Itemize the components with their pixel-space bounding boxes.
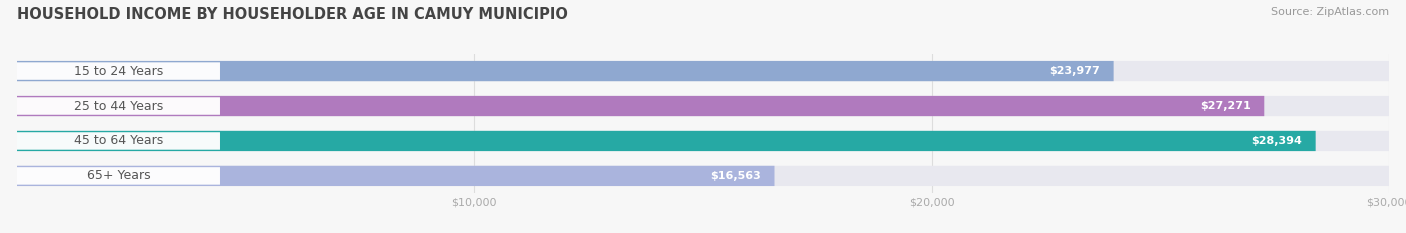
Text: Source: ZipAtlas.com: Source: ZipAtlas.com (1271, 7, 1389, 17)
FancyBboxPatch shape (17, 166, 1389, 186)
FancyBboxPatch shape (17, 61, 1114, 81)
FancyBboxPatch shape (17, 131, 1316, 151)
Text: 15 to 24 Years: 15 to 24 Years (73, 65, 163, 78)
Text: $28,394: $28,394 (1251, 136, 1302, 146)
Text: $27,271: $27,271 (1199, 101, 1250, 111)
FancyBboxPatch shape (17, 96, 1264, 116)
Text: 25 to 44 Years: 25 to 44 Years (73, 99, 163, 113)
Text: 65+ Years: 65+ Years (87, 169, 150, 182)
FancyBboxPatch shape (17, 132, 219, 150)
FancyBboxPatch shape (17, 96, 1389, 116)
FancyBboxPatch shape (17, 62, 219, 80)
FancyBboxPatch shape (17, 97, 219, 115)
FancyBboxPatch shape (17, 131, 1389, 151)
Text: $16,563: $16,563 (710, 171, 761, 181)
Text: 45 to 64 Years: 45 to 64 Years (73, 134, 163, 147)
FancyBboxPatch shape (17, 166, 775, 186)
Text: $23,977: $23,977 (1049, 66, 1099, 76)
Text: HOUSEHOLD INCOME BY HOUSEHOLDER AGE IN CAMUY MUNICIPIO: HOUSEHOLD INCOME BY HOUSEHOLDER AGE IN C… (17, 7, 568, 22)
FancyBboxPatch shape (17, 167, 219, 185)
FancyBboxPatch shape (17, 61, 1389, 81)
